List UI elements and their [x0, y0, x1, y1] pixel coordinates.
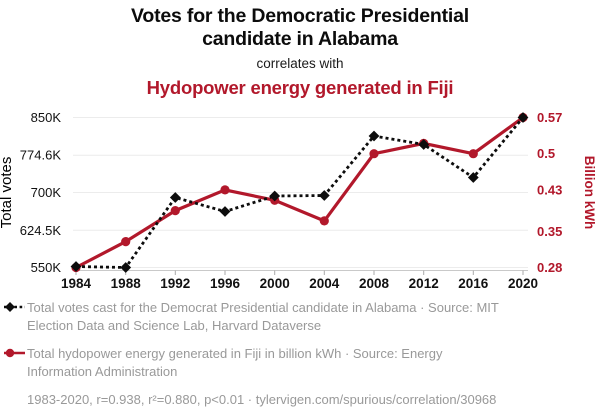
legend-hydropower-label: Total hydopower energy generated in Fiji…: [27, 346, 443, 379]
chart-header: Votes for the Democratic Presidential ca…: [0, 5, 600, 98]
svg-text:850K: 850K: [31, 110, 62, 125]
svg-text:550K: 550K: [31, 260, 62, 275]
page-title-line1: Votes for the Democratic Presidential: [131, 5, 469, 27]
legend: Total votes cast for the Democrat Presid…: [3, 299, 596, 408]
svg-text:2020: 2020: [508, 276, 538, 291]
secondary-title: Hydopower energy generated in Fiji: [146, 77, 454, 98]
svg-text:0.57: 0.57: [537, 110, 562, 125]
svg-text:2016: 2016: [458, 276, 489, 291]
chart-canvas: Total votes Billion kWh 850K 774.6K 700K 62…: [0, 110, 597, 291]
legend-item-hydropower: Total hydopower energy generated in Fiji…: [3, 345, 596, 380]
svg-text:2004: 2004: [309, 276, 340, 291]
svg-text:1988: 1988: [111, 276, 142, 291]
svg-text:1996: 1996: [210, 276, 241, 291]
svg-text:700K: 700K: [31, 185, 62, 200]
svg-text:0.35: 0.35: [537, 224, 562, 239]
right-axis-title: Billion kWh: [582, 156, 597, 230]
legend-votes-label: Total votes cast for the Democrat Presid…: [27, 300, 499, 333]
black-diamond-dashed-line-icon: [3, 300, 27, 314]
page-title-line2: candidate in Alabama: [202, 27, 398, 50]
svg-text:0.5: 0.5: [537, 146, 555, 161]
svg-text:0.43: 0.43: [537, 182, 562, 197]
left-axis-title: Total votes: [0, 157, 15, 229]
svg-text:2008: 2008: [359, 276, 390, 291]
stats-and-url-text: 1983-2020, r=0.938, r²=0.880, p<0.01 · t…: [27, 392, 497, 407]
svg-text:2000: 2000: [260, 276, 290, 291]
svg-text:0.28: 0.28: [537, 260, 562, 275]
chart-area: Total votes Billion kWh 850K 774.6K 700K 62…: [0, 98, 600, 298]
svg-text:1992: 1992: [160, 276, 190, 291]
svg-text:624.5K: 624.5K: [20, 223, 62, 238]
legend-item-votes: Total votes cast for the Democrat Presid…: [3, 299, 596, 334]
svg-text:774.6K: 774.6K: [20, 148, 62, 163]
svg-text:1984: 1984: [61, 276, 92, 291]
correlates-with-label: correlates with: [256, 56, 344, 71]
svg-text:2012: 2012: [409, 276, 439, 291]
red-circle-solid-line-icon: [3, 346, 27, 360]
